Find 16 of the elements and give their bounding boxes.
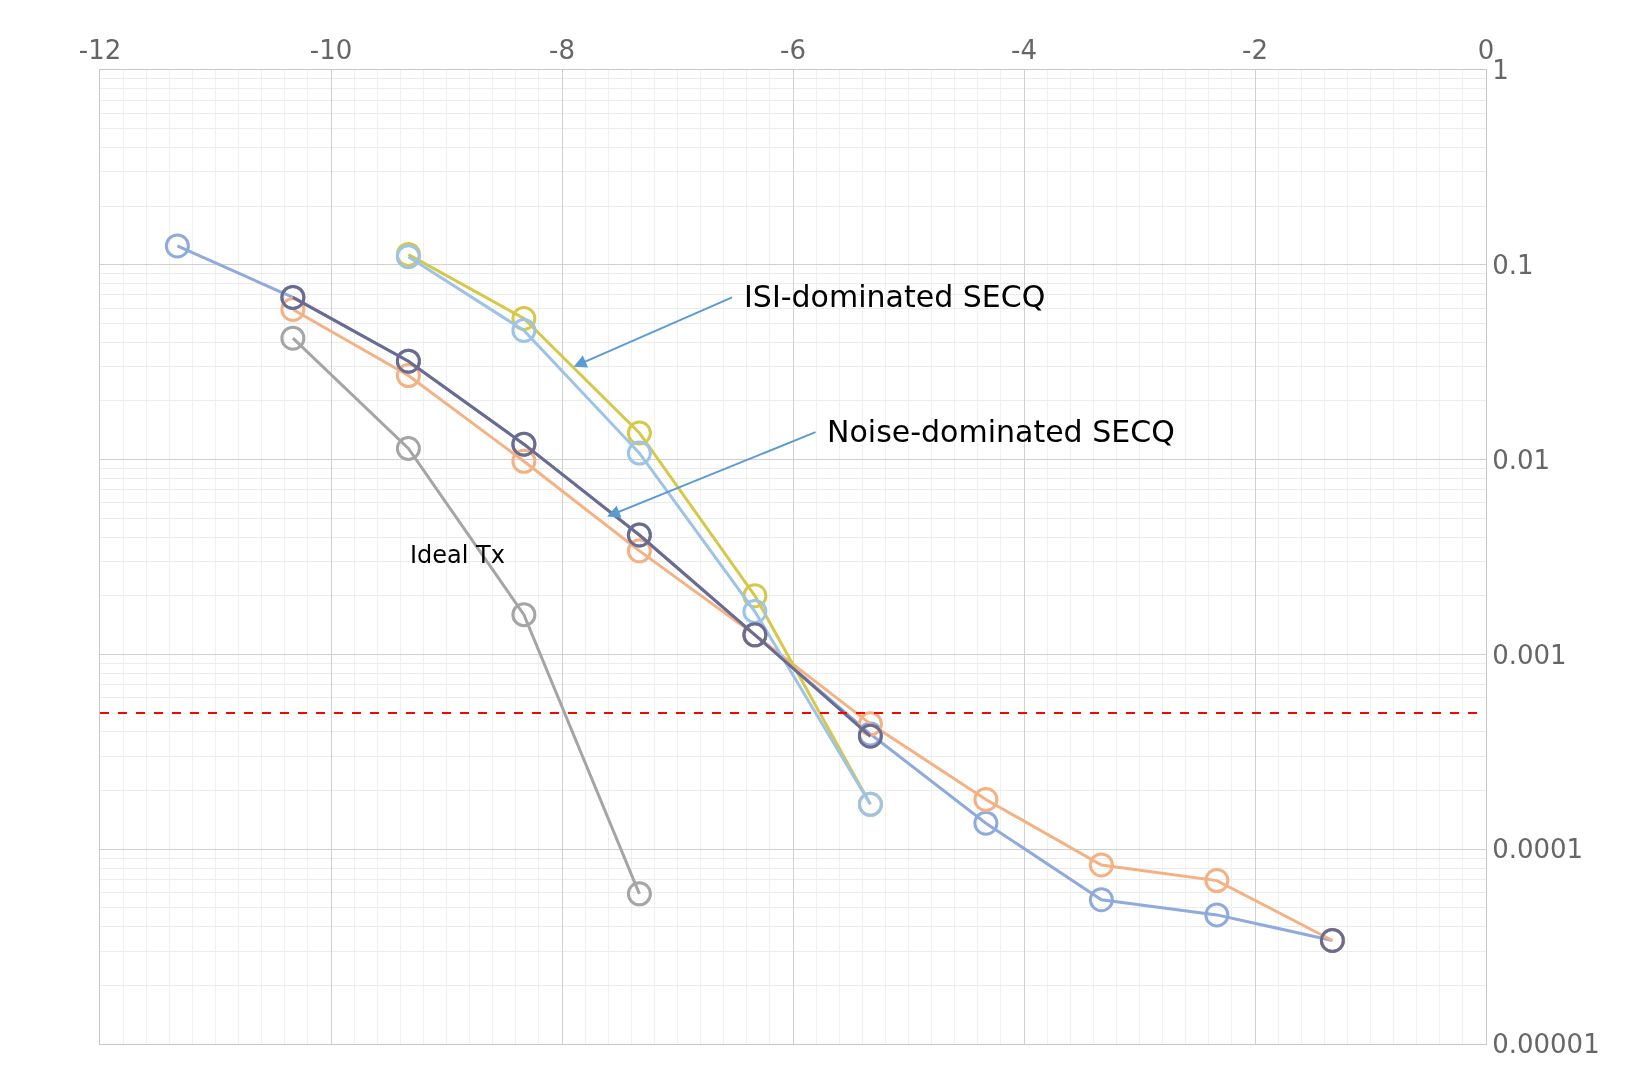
x-tick-label: -2 xyxy=(1242,34,1268,65)
x-tick-label: -6 xyxy=(780,34,806,65)
x-tick-label: 0 xyxy=(1477,34,1495,65)
y-tick-label: 0.0001 xyxy=(1492,834,1584,865)
annotation: Noise-dominated SECQ xyxy=(827,414,1175,449)
y-tick-label: 0.00001 xyxy=(1492,1029,1600,1060)
y-tick-label: 0.01 xyxy=(1492,444,1551,475)
y-tick-label: 0.001 xyxy=(1492,639,1567,670)
x-tick-label: -8 xyxy=(549,34,575,65)
annotation: Ideal Tx xyxy=(410,541,505,569)
y-tick-label: 1 xyxy=(1492,55,1509,86)
x-tick-label: -10 xyxy=(309,34,353,65)
y-tick-label: 0.1 xyxy=(1492,249,1534,280)
x-tick-label: -4 xyxy=(1011,34,1037,65)
x-tick-label: -12 xyxy=(78,34,122,65)
annotation: ISI-dominated SECQ xyxy=(744,279,1046,314)
